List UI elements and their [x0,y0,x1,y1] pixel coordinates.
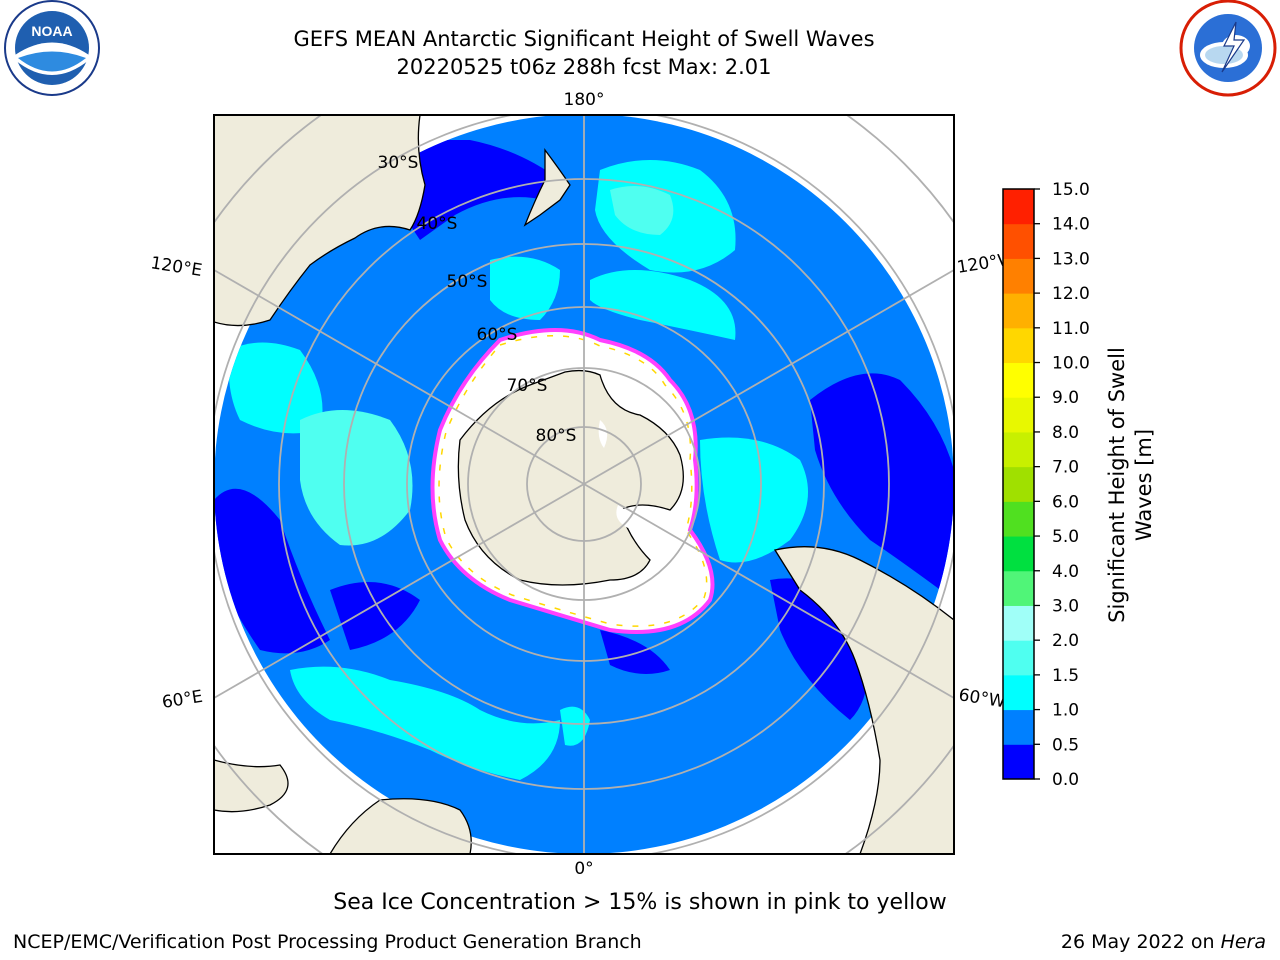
sea-ice-yellow-edge [438,335,708,627]
lon-label-60w: 60°W [957,685,1007,712]
colorbar-segment [1003,709,1034,745]
colorbar: 0.0 0.5 1.0 1.5 2.0 3.0 4.0 5.0 6.0 7.0 8.0 9.0 10.0… [1002,180,1090,790]
colorbar-segment [1003,362,1034,398]
colorbar-segment [1003,223,1034,259]
colorbar-tick-label: 2.0 [1052,631,1079,651]
colorbar-tick-label: 9.0 [1052,388,1079,408]
producer-credit: NCEP/EMC/Verification Post Processing Pr… [13,931,642,953]
colorbar-tick-label: 5.0 [1052,527,1079,547]
colorbar-tick-label: 15.0 [1052,180,1090,200]
nws-logo [1179,0,1277,97]
colorbar-segment [1003,189,1034,225]
map-frame [213,114,955,855]
lon-label-60e: 60°E [161,687,205,713]
colorbar-label: Significant Height of Swell Waves [m] [1105,347,1156,623]
run-date: 26 May 2022 on Hera [1061,931,1266,953]
colorbar-tick-label: 12.0 [1052,284,1090,304]
colorbar-tick-label: 7.0 [1052,458,1079,478]
swell-height-field [214,140,954,780]
colorbar-segment [1003,640,1034,676]
ross-ice-shelf [598,420,608,448]
colorbar-tick-label: 1.5 [1052,666,1079,686]
antarctica [457,369,684,586]
colorbar-tick-label: 11.0 [1052,319,1090,339]
colorbar-tick-label: 6.0 [1052,492,1079,512]
colorbar-tick-label: 13.0 [1052,249,1090,269]
lat-label-80s: 80°S [536,426,577,446]
colorbar-segment [1003,605,1034,641]
colorbar-segment [1003,327,1034,364]
colorbar-tick-label: 4.0 [1052,562,1079,582]
colorbar-segment [1003,466,1034,502]
graticule [214,115,954,854]
colorbar-tick-label: 0.5 [1052,735,1079,755]
lat-label-50s: 50°S [447,272,488,292]
land-masses [214,115,954,854]
colorbar-tick-label: 8.0 [1052,423,1079,443]
forecast-subtitle: 20220525 t06z 288h fcst Max: 2.01 [396,55,772,79]
map-title: GEFS MEAN Antarctic Significant Height o… [293,27,875,51]
colorbar-segment [1003,397,1034,433]
colorbar-frame [1002,188,1035,780]
colorbar-tick-label: 0.0 [1052,770,1079,790]
colorbar-tick-label: 3.0 [1052,596,1079,616]
noaa-logo-text: NOAA [31,23,72,39]
colorbar-segment [1003,744,1034,780]
lon-label-0: 0° [574,859,593,879]
lat-label-60s: 60°S [477,325,518,345]
lat-label-70s: 70°S [507,376,548,396]
lat-label-30s: 30°S [378,153,419,173]
lon-label-180: 180° [564,90,605,110]
sea-ice-note: Sea Ice Concentration > 15% is shown in … [333,890,947,915]
lon-label-120e: 120°E [149,253,203,281]
colorbar-segment [1003,674,1034,711]
colorbar-segment [1003,293,1034,329]
lat-label-40s: 40°S [417,214,458,234]
run-date-text: 26 May 2022 on [1060,931,1215,953]
colorbar-segment [1003,258,1034,294]
host-name: Hera [1220,931,1266,953]
noaa-logo: NOAA [4,0,100,96]
colorbar-segment [1003,536,1034,572]
colorbar-segment [1003,431,1034,468]
colorbar-tick-label: 14.0 [1052,215,1090,235]
colorbar-segment [1003,501,1034,537]
colorbar-tick-label: 1.0 [1052,701,1079,721]
colorbar-tick-label: 10.0 [1052,354,1090,374]
colorbar-segment [1003,570,1034,606]
